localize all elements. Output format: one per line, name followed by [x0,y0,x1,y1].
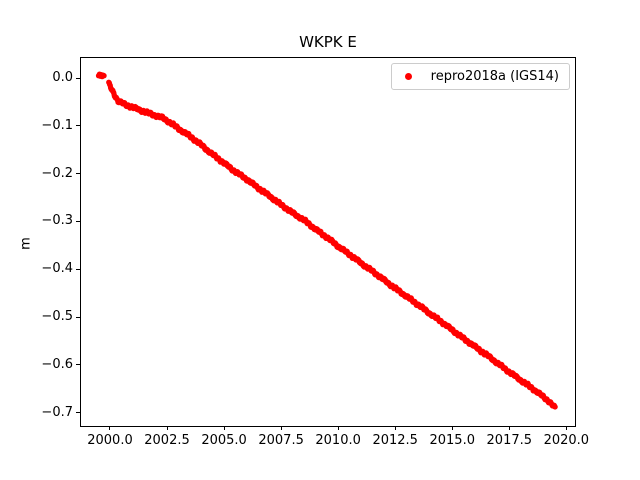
y-tick-label: −0.7 [41,404,73,420]
x-tick-label: 2012.5 [372,433,418,448]
y-tick [76,125,80,127]
y-tick [76,316,80,318]
y-tick-label: −0.5 [41,309,73,325]
x-tick [394,426,396,430]
x-tick [451,426,453,430]
y-tick-label: −0.3 [41,213,73,229]
x-tick-label: 2002.5 [144,433,190,448]
x-tick [223,426,225,430]
x-tick [337,426,339,430]
y-tick [76,412,80,414]
x-tick [166,426,168,430]
x-tick-label: 2000.0 [87,433,133,448]
x-tick [565,426,567,430]
y-tick [76,173,80,175]
plot-area: repro2018a (IGS14) 2000.0 2002.5 2005.0 200… [41,57,589,448]
x-tick-label: 2007.5 [258,433,304,448]
y-tick [76,364,80,366]
legend: repro2018a (IGS14) [390,63,570,90]
y-tick-label: −0.1 [41,117,73,133]
y-tick-label: −0.4 [41,261,73,277]
y-tick [76,220,80,222]
x-tick-label: 2020.0 [543,433,590,448]
x-tick [508,426,510,430]
x-tick [109,426,111,430]
y-tick-label: −0.2 [41,165,73,181]
scatter-series [95,71,558,410]
x-tick-label: 2015.0 [429,433,475,448]
x-tick-label: 2017.5 [486,433,533,448]
x-tick-label: 2005.0 [201,433,247,448]
legend-label: repro2018a (IGS14) [430,69,559,84]
y-tick-label: 0.0 [52,70,73,86]
legend-marker-icon [404,73,412,80]
chart-title: WKPK E [299,33,357,51]
y-tick-label: −0.6 [41,356,73,372]
y-tick [76,268,80,270]
y-tick [76,77,80,79]
y-axis-label: m [18,237,34,250]
x-tick-label: 2010.0 [315,433,361,448]
x-tick [280,426,282,430]
